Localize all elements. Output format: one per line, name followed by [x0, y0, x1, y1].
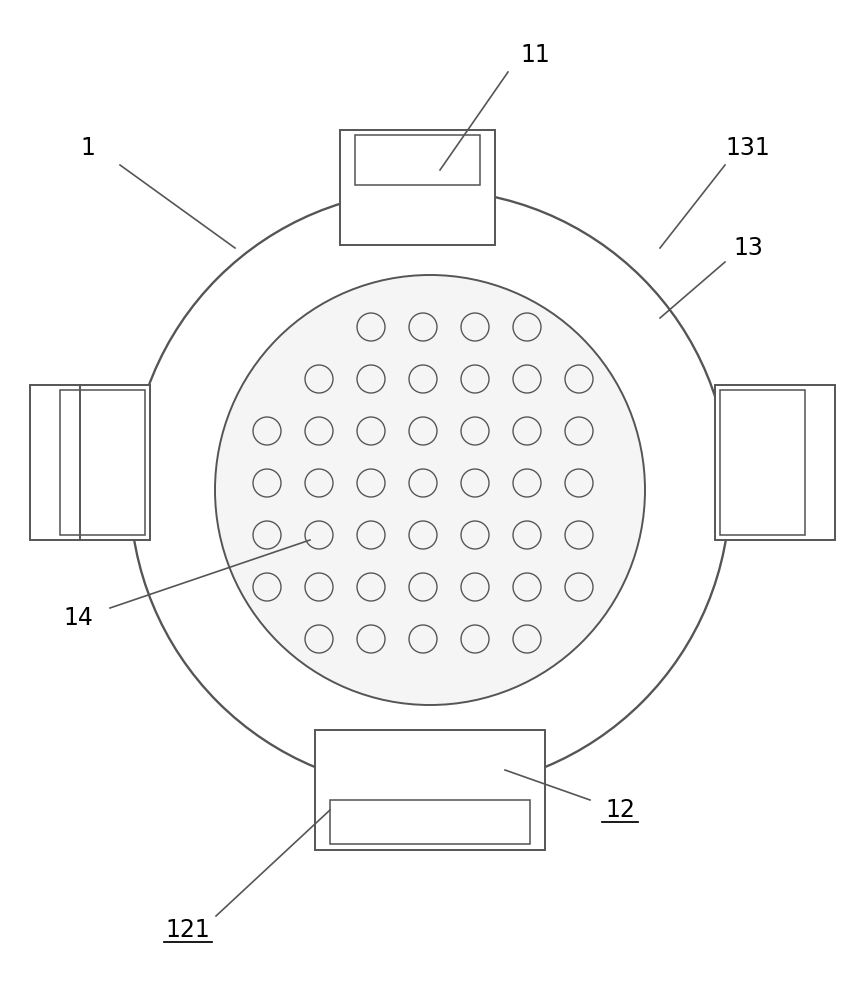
Text: 11: 11 — [520, 43, 550, 67]
Text: 121: 121 — [166, 918, 211, 942]
Bar — [720, 390, 805, 535]
Text: 13: 13 — [733, 236, 763, 260]
Bar — [330, 800, 530, 844]
Bar — [340, 130, 495, 245]
Bar — [30, 385, 150, 540]
Text: 14: 14 — [63, 606, 93, 630]
Text: 131: 131 — [726, 136, 771, 160]
Text: 12: 12 — [605, 798, 635, 822]
Bar — [315, 730, 545, 850]
Circle shape — [215, 275, 645, 705]
Bar — [355, 135, 480, 185]
Bar — [715, 385, 835, 540]
Text: 1: 1 — [80, 136, 96, 160]
Circle shape — [130, 190, 730, 790]
Bar — [60, 390, 145, 535]
